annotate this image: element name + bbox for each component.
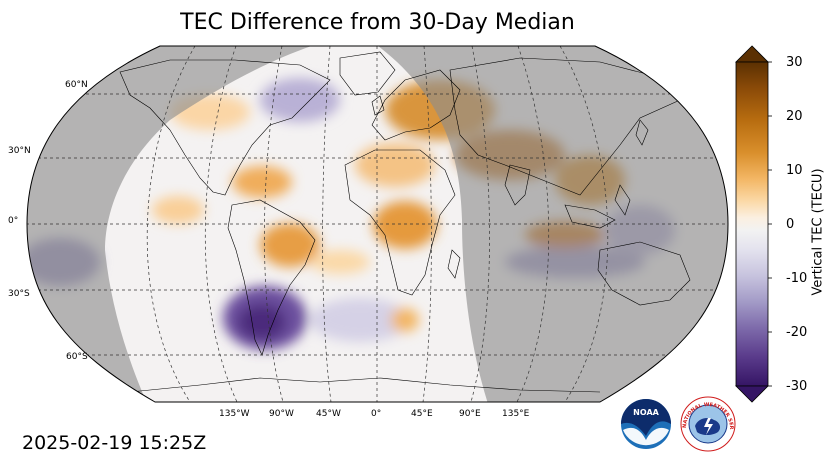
colorbar-axis-label: Vertical TEC (TECU) (810, 168, 826, 296)
lat-label-30s: 30°S (8, 289, 30, 299)
lat-label-60s: 60°S (66, 352, 88, 362)
night-shading-east (370, 46, 728, 402)
colorbar-tick-neg10: -10 (786, 271, 808, 286)
colorbar-extend-top (735, 45, 769, 63)
colorbar-tick-30: 30 (786, 55, 803, 70)
globe-outline (26, 45, 729, 403)
chart-title: TEC Difference from 30-Day Median (180, 10, 575, 35)
lon-label-135w: 135°W (219, 409, 250, 419)
colorbar-gradient (735, 61, 769, 387)
lon-label-0: 0° (371, 409, 382, 419)
timestamp: 2025-02-19 15:25Z (22, 432, 207, 454)
colorbar-tick-20: 20 (786, 109, 803, 124)
lat-label-30n: 30°N (8, 146, 31, 156)
lon-label-45e: 45°E (411, 409, 433, 419)
colorbar-tick-neg30: -30 (786, 379, 808, 394)
colorbar (735, 45, 772, 403)
lon-label-90w: 90°W (269, 409, 294, 419)
svg-text:NOAA: NOAA (633, 408, 659, 417)
lat-label-0: 0° (8, 216, 19, 226)
lon-label-135e: 135°E (502, 409, 530, 419)
gridlines (27, 46, 728, 402)
night-shading-west (27, 46, 330, 402)
coastlines (119, 51, 691, 393)
colorbar-tick-0: 0 (786, 217, 795, 232)
colorbar-extend-bottom (735, 385, 769, 403)
colorbar-tick-neg20: -20 (786, 325, 808, 340)
nws-logo: NATIONAL WEATHER SERVICE (680, 396, 736, 452)
noaa-logo: NOAA (621, 399, 671, 449)
globe (27, 46, 728, 402)
lon-label-45w: 45°W (316, 409, 341, 419)
lon-label-90e: 90°E (459, 409, 481, 419)
lat-label-60n: 60°N (65, 80, 88, 90)
colorbar-tick-10: 10 (786, 163, 803, 178)
